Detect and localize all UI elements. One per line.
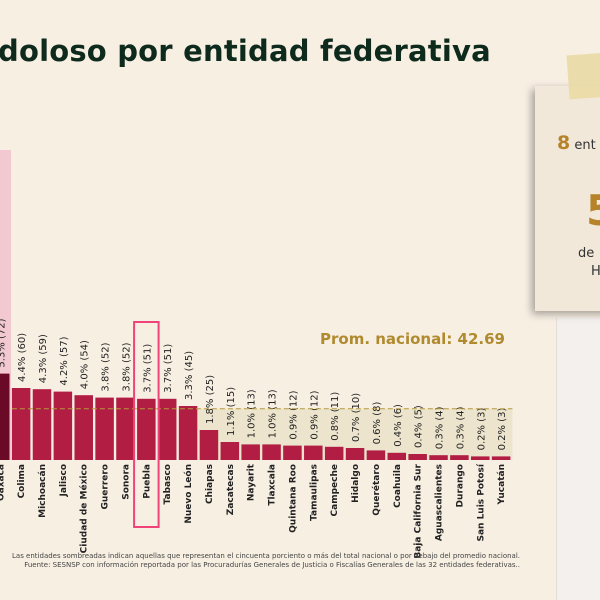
tape-decoration xyxy=(566,52,600,100)
chart-title: doloso por entidad federativa xyxy=(0,34,491,68)
category-label: Chiapas xyxy=(205,464,215,504)
category-label: Sonora xyxy=(121,464,131,500)
bar-Ciudad de México xyxy=(74,395,93,460)
bar-Tabasco xyxy=(157,398,177,460)
data-label: 1.0% (13) xyxy=(247,389,258,438)
card-big-number: 5 xyxy=(586,186,600,235)
data-label: 0.4% (6) xyxy=(393,404,404,447)
data-label: 0.6% (8) xyxy=(372,402,383,445)
data-label: 0.2% (3) xyxy=(476,408,487,451)
data-label: 0.7% (10) xyxy=(351,393,362,442)
data-label: 1.1% (15) xyxy=(226,387,237,436)
data-label: 0.9% (12) xyxy=(288,390,299,439)
bar-Campeche xyxy=(324,446,344,460)
data-label: 0.4% (5) xyxy=(414,405,425,448)
data-label: 4.2% (57) xyxy=(59,336,70,385)
category-label: Michoacán xyxy=(38,464,48,518)
category-label: Nayarit xyxy=(247,463,257,501)
category-label: Tabasco xyxy=(163,464,173,504)
category-label: Zacatecas xyxy=(226,464,236,515)
bar-Hidalgo xyxy=(345,448,365,460)
category-label: Baja California Sur xyxy=(414,463,424,558)
data-label: 3.7% (51) xyxy=(163,344,174,393)
footnote-source: Fuente: SESNSP con información reportada… xyxy=(24,561,520,569)
data-label: 4.0% (54) xyxy=(80,340,91,389)
bar-Michoacán xyxy=(32,389,52,460)
bar-Querétaro xyxy=(366,450,386,460)
category-label: Guerrero xyxy=(101,464,111,510)
category-label: Durango xyxy=(455,464,465,507)
card-line-1: 8 ent xyxy=(557,132,596,154)
bar-Chiapas xyxy=(199,430,219,460)
bar-Sonora xyxy=(116,397,135,460)
bar-Durango xyxy=(450,455,469,460)
data-label: 3.3% (45) xyxy=(184,351,195,400)
data-label: 0.3% (4) xyxy=(435,406,446,449)
bar-San Luis Potosí xyxy=(471,456,490,460)
category-label: Hidalgo xyxy=(351,464,361,503)
data-label: 1.0% (13) xyxy=(268,389,279,438)
bar-Tamaulipas xyxy=(304,445,323,460)
bar-Nayarit xyxy=(241,444,260,460)
bar-Oaxaca xyxy=(0,373,10,460)
highlight-box-puebla xyxy=(133,321,160,528)
category-label: Puebla xyxy=(142,464,152,499)
decorative-panel xyxy=(556,318,600,600)
data-label: 4.4% (60) xyxy=(17,333,28,382)
card-line-3: de xyxy=(578,246,595,261)
bar-Guerrero xyxy=(95,397,114,460)
category-label: Ciudad de México xyxy=(79,464,90,553)
category-label: Coahuila xyxy=(393,464,403,508)
data-label: 3.8% (52) xyxy=(101,342,112,391)
data-label: 3.7% (51) xyxy=(142,344,153,393)
bar-Zacatecas xyxy=(220,442,240,460)
card-count: 8 xyxy=(557,132,571,154)
category-label: Aguascalientes xyxy=(435,464,445,541)
bar-Coahuila xyxy=(387,452,407,460)
card-line-4: H xyxy=(591,264,600,279)
category-label: Oaxaca xyxy=(0,464,6,501)
data-label: 0.2% (3) xyxy=(497,408,508,451)
data-label: 0.9% (12) xyxy=(309,390,320,439)
bar-Nuevo León xyxy=(178,406,198,460)
data-label: 0.3% (4) xyxy=(455,406,466,449)
data-label: 4.3% (59) xyxy=(38,334,49,383)
bar-Colima xyxy=(11,388,31,460)
footnotes: Las entidades sombreadas indican aquella… xyxy=(0,552,520,570)
average-label: Prom. nacional: 42.69 xyxy=(320,330,505,348)
bar-Aguascalientes xyxy=(429,455,448,460)
data-label: 3.8% (52) xyxy=(121,342,132,391)
footnote-shading: Las entidades sombreadas indican aquella… xyxy=(12,552,520,560)
category-label: San Luis Potosí xyxy=(476,463,486,541)
category-label: Tamaulipas xyxy=(309,464,319,521)
data-label: 5.3% (72) xyxy=(0,318,7,367)
category-label: Campeche xyxy=(330,464,340,516)
bar-Yucatán xyxy=(491,456,511,460)
category-label: Tlaxcala xyxy=(268,464,278,506)
category-label: Yucatán xyxy=(497,464,507,505)
data-label: 0.8% (11) xyxy=(330,392,341,441)
card-line-1-text: ent xyxy=(574,138,596,153)
category-label: Quintana Roo xyxy=(288,464,298,533)
bar-Quintana Roo xyxy=(283,445,302,460)
category-label: Jalisco xyxy=(59,464,69,497)
category-label: Colima xyxy=(17,464,27,498)
bar-Tlaxcala xyxy=(262,444,281,460)
category-label: Querétaro xyxy=(371,464,382,516)
bar-Baja California Sur xyxy=(408,454,427,460)
bar-Puebla xyxy=(137,398,156,460)
summary-card: 8 ent 5 de H xyxy=(535,86,600,311)
data-label: 1.8% (25) xyxy=(205,375,216,424)
category-label: Nuevo León xyxy=(183,464,194,524)
bar-Jalisco xyxy=(53,391,73,460)
shaded-column-oaxaca xyxy=(0,150,11,460)
